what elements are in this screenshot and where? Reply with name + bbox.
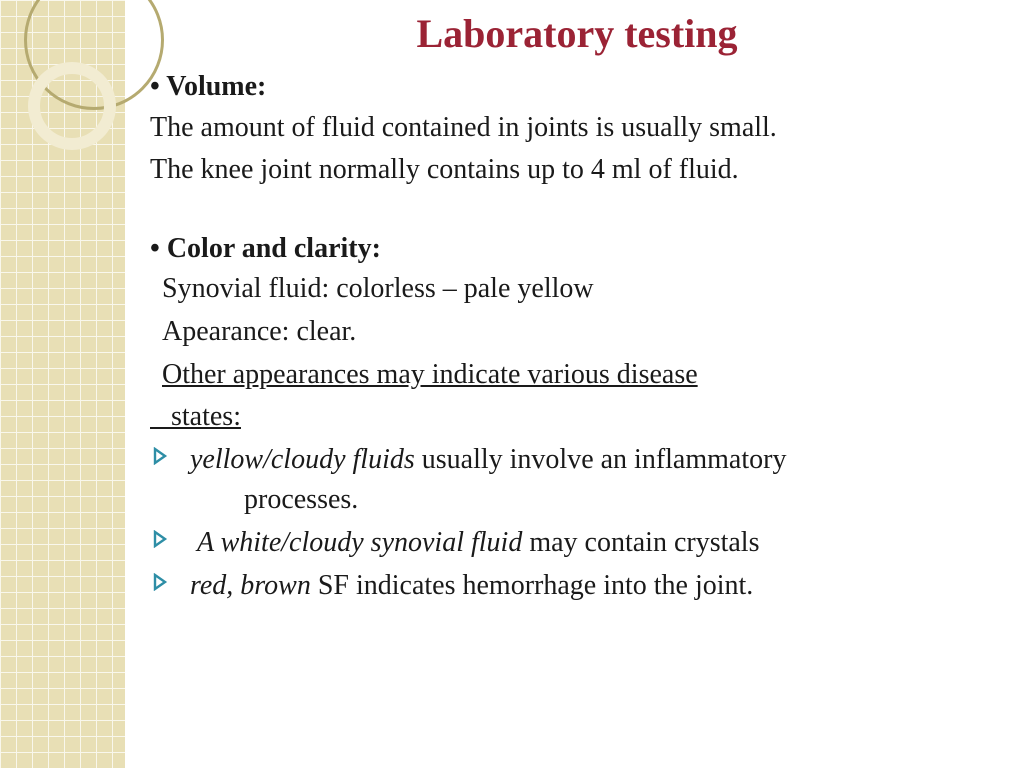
section-heading-color: Color and clarity: bbox=[150, 229, 1004, 270]
spacer bbox=[150, 193, 1004, 229]
disease-states-list: yellow/cloudy fluids usually involve an … bbox=[150, 440, 1004, 606]
section-heading-volume: Volume: bbox=[150, 67, 1004, 108]
subheading-line-a: Other appearances may indicate various d… bbox=[150, 355, 1004, 396]
color-line-2: Apearance: clear. bbox=[150, 312, 1004, 353]
body-text: Volume: The amount of fluid contained in… bbox=[150, 67, 1004, 606]
list-item: A white/cloudy synovial fluid may contai… bbox=[150, 523, 1004, 564]
color-line-1: Synovial fluid: colorless – pale yellow bbox=[150, 269, 1004, 310]
chevron-right-icon bbox=[152, 447, 170, 465]
decorative-circle-small bbox=[28, 62, 116, 150]
chevron-right-icon bbox=[152, 573, 170, 591]
volume-line-2: The knee joint normally contains up to 4… bbox=[150, 150, 1004, 191]
list-item: yellow/cloudy fluids usually involve an … bbox=[150, 440, 1004, 521]
subheading-line-b: states: bbox=[150, 397, 1004, 438]
chevron-right-icon bbox=[152, 530, 170, 548]
decorative-sidebar bbox=[0, 0, 125, 768]
volume-line-1: The amount of fluid contained in joints … bbox=[150, 108, 1004, 149]
slide-content: Laboratory testing Volume: The amount of… bbox=[150, 10, 1004, 758]
list-item: red, brown SF indicates hemorrhage into … bbox=[150, 566, 1004, 607]
slide-title: Laboratory testing bbox=[150, 10, 1004, 57]
